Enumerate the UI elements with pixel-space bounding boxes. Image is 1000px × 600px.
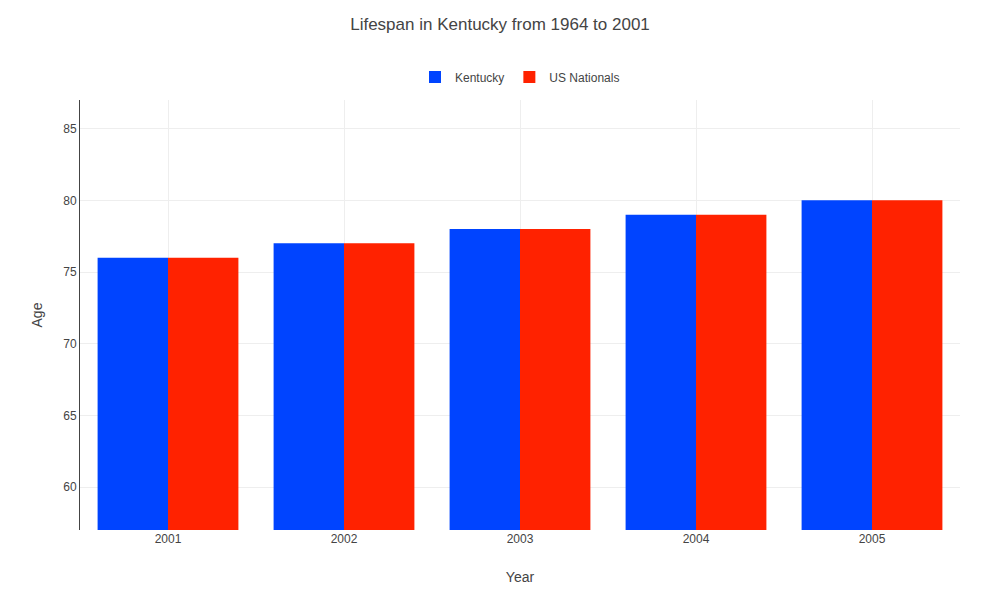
svg-text:2005: 2005 bbox=[859, 532, 886, 546]
svg-text:70: 70 bbox=[63, 337, 77, 351]
svg-text:US Nationals: US Nationals bbox=[549, 71, 619, 85]
svg-text:2004: 2004 bbox=[683, 532, 710, 546]
svg-text:65: 65 bbox=[63, 409, 77, 423]
svg-text:75: 75 bbox=[63, 265, 77, 279]
svg-text:2001: 2001 bbox=[155, 532, 182, 546]
svg-text:60: 60 bbox=[63, 480, 77, 494]
svg-text:Kentucky: Kentucky bbox=[455, 71, 504, 85]
svg-text:Lifespan in Kentucky from 1964: Lifespan in Kentucky from 1964 to 2001 bbox=[350, 15, 650, 34]
svg-text:Year: Year bbox=[506, 569, 535, 585]
svg-text:2002: 2002 bbox=[331, 532, 358, 546]
svg-text:2003: 2003 bbox=[507, 532, 534, 546]
svg-text:80: 80 bbox=[63, 194, 77, 208]
svg-text:Age: Age bbox=[29, 302, 45, 327]
svg-text:85: 85 bbox=[63, 122, 77, 136]
